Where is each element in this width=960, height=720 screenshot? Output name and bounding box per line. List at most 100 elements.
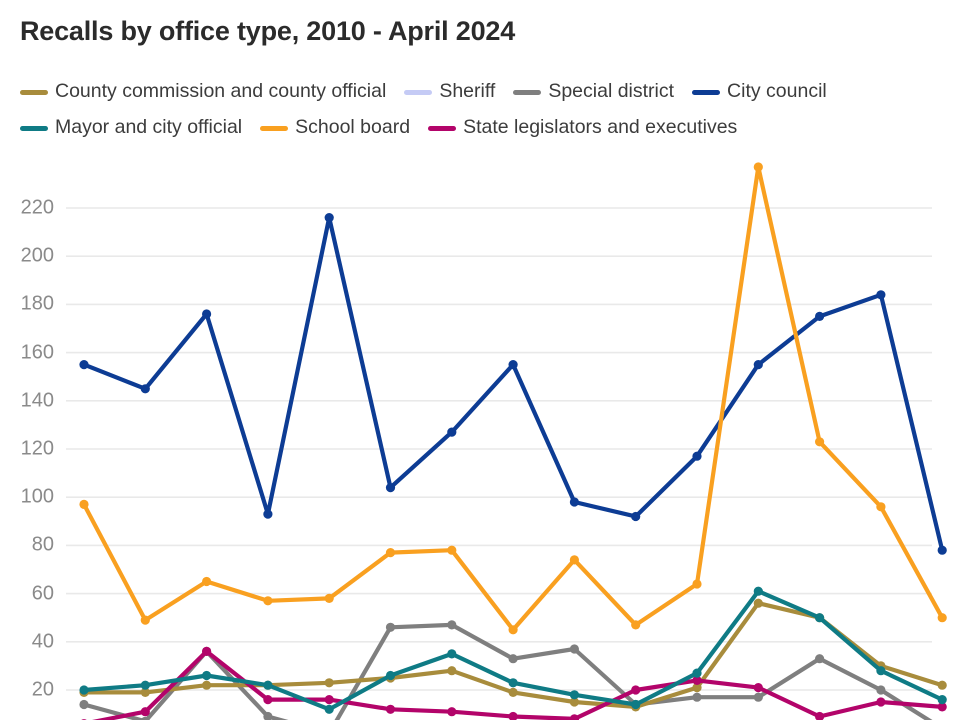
data-point[interactable] <box>937 702 947 712</box>
data-point[interactable] <box>569 697 580 707</box>
data-point[interactable] <box>753 692 763 702</box>
data-point[interactable] <box>79 699 89 710</box>
data-point[interactable] <box>815 311 825 321</box>
data-point[interactable] <box>753 162 763 172</box>
data-point[interactable] <box>385 483 396 493</box>
legend-item-school-board[interactable]: School board <box>260 114 410 142</box>
data-point[interactable] <box>569 555 580 565</box>
chart-title: Recalls by office type, 2010 - April 202… <box>20 16 516 46</box>
data-point[interactable] <box>508 654 518 664</box>
data-point[interactable] <box>876 697 886 707</box>
data-point[interactable] <box>385 704 396 714</box>
data-point[interactable] <box>324 678 334 688</box>
data-point[interactable] <box>815 437 825 447</box>
data-point[interactable] <box>263 711 273 720</box>
data-point[interactable] <box>79 685 89 695</box>
data-point[interactable] <box>140 384 150 394</box>
data-point[interactable] <box>692 451 702 461</box>
data-point[interactable] <box>202 309 212 319</box>
data-point[interactable] <box>140 615 150 625</box>
data-point[interactable] <box>263 509 273 519</box>
legend-swatch-icon <box>428 125 457 131</box>
data-point[interactable] <box>508 625 518 635</box>
data-point[interactable] <box>815 613 825 623</box>
data-point[interactable] <box>79 360 89 370</box>
data-point[interactable] <box>569 714 579 720</box>
legend-swatch-icon <box>692 89 721 95</box>
data-point[interactable] <box>569 644 580 654</box>
data-point[interactable] <box>753 360 763 370</box>
data-point[interactable] <box>324 213 334 223</box>
data-point[interactable] <box>569 690 580 700</box>
data-point[interactable] <box>876 685 886 695</box>
data-point[interactable] <box>815 654 825 664</box>
data-point[interactable] <box>631 620 641 630</box>
data-point[interactable] <box>140 687 150 698</box>
legend-item-state-legislators-and-executives[interactable]: State legislators and executives <box>428 114 737 142</box>
series-state-legislators-and-executives <box>81 646 947 720</box>
data-point[interactable] <box>937 680 947 690</box>
chart-legend: County commission and county official She… <box>20 78 945 142</box>
series-line <box>81 622 933 720</box>
data-point[interactable] <box>324 704 334 714</box>
y-axis-tick-label: 140 <box>20 389 54 412</box>
data-point[interactable] <box>937 545 947 555</box>
data-point[interactable] <box>447 707 457 717</box>
data-point[interactable] <box>79 499 89 509</box>
data-point[interactable] <box>631 511 641 522</box>
legend-item-label: Sheriff <box>439 80 496 103</box>
data-point[interactable] <box>508 678 518 688</box>
data-point[interactable] <box>447 545 457 555</box>
data-point[interactable] <box>508 687 518 698</box>
y-axis-tick-label: 60 <box>31 582 54 605</box>
data-point[interactable] <box>753 683 763 693</box>
data-point[interactable] <box>569 497 580 507</box>
data-point[interactable] <box>753 586 763 596</box>
data-point[interactable] <box>447 649 457 659</box>
data-point[interactable] <box>385 670 396 681</box>
data-point[interactable] <box>140 716 150 720</box>
legend-item-county-commission-and-county-official[interactable]: County commission and county official <box>20 78 386 106</box>
legend-item-special-district[interactable]: Special district <box>513 78 674 106</box>
data-point[interactable] <box>753 598 763 608</box>
data-point[interactable] <box>937 613 947 623</box>
data-point[interactable] <box>508 360 518 370</box>
data-point[interactable] <box>202 576 212 587</box>
data-point[interactable] <box>263 596 273 606</box>
data-point[interactable] <box>324 695 334 705</box>
data-point[interactable] <box>385 548 396 558</box>
data-point[interactable] <box>140 680 150 690</box>
legend-item-city-council[interactable]: City council <box>692 78 827 106</box>
data-point[interactable] <box>631 685 641 695</box>
legend-item-label: County commission and county official <box>55 80 387 103</box>
data-point[interactable] <box>385 622 396 632</box>
data-point[interactable] <box>447 427 457 437</box>
legend-item-sheriff[interactable]: Sheriff <box>404 78 495 106</box>
data-point[interactable] <box>202 680 212 690</box>
data-point[interactable] <box>876 666 886 676</box>
data-point[interactable] <box>202 646 212 657</box>
data-point[interactable] <box>263 680 273 690</box>
data-point[interactable] <box>140 707 150 717</box>
data-point[interactable] <box>202 670 212 681</box>
data-point[interactable] <box>447 620 457 630</box>
gridlines <box>66 207 932 691</box>
data-point[interactable] <box>876 290 886 300</box>
data-point[interactable] <box>692 692 702 702</box>
data-point[interactable] <box>447 666 457 676</box>
data-point[interactable] <box>937 695 947 705</box>
data-point[interactable] <box>508 711 518 720</box>
data-point[interactable] <box>692 683 702 693</box>
legend-item-mayor-and-city-official[interactable]: Mayor and city official <box>20 114 242 142</box>
data-point[interactable] <box>631 699 641 710</box>
data-point[interactable] <box>324 593 334 604</box>
data-point[interactable] <box>692 668 702 678</box>
legend-item-label: Special district <box>548 80 675 103</box>
data-point[interactable] <box>692 579 702 589</box>
data-point[interactable] <box>876 502 886 512</box>
data-point[interactable] <box>815 711 825 720</box>
data-point[interactable] <box>263 695 273 705</box>
data-point[interactable] <box>692 675 702 686</box>
legend-swatch-icon <box>20 125 48 131</box>
